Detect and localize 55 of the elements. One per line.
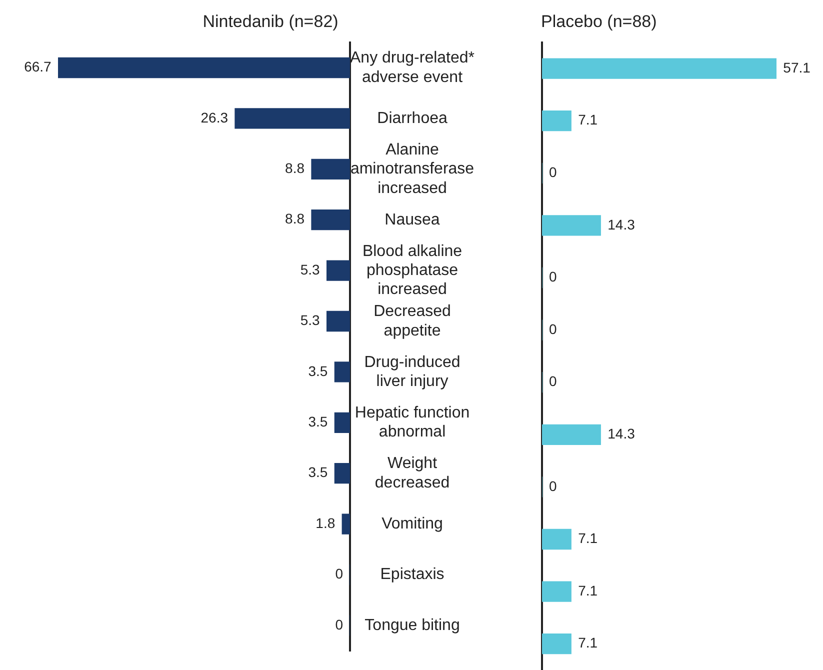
data-label: 7.1 — [578, 112, 598, 128]
chart-title: Placebo (n=88) — [541, 12, 657, 31]
y-tick-label: Epistaxis — [380, 566, 444, 584]
bar — [542, 581, 572, 602]
bar — [542, 424, 601, 445]
bar — [342, 514, 350, 534]
y-tick-label: Vomiting — [382, 515, 443, 532]
y-tick-label: Decreased appetite — [374, 303, 451, 340]
bar — [542, 110, 572, 132]
data-label: 14.3 — [608, 216, 636, 232]
bar — [542, 528, 572, 550]
bar — [326, 260, 350, 281]
bar — [326, 310, 350, 332]
data-label: 1.8 — [316, 514, 336, 531]
data-label: 0 — [335, 616, 344, 632]
bar — [311, 158, 350, 180]
data-label: 26.3 — [200, 109, 228, 126]
bar — [334, 412, 350, 433]
data-label: 8.8 — [285, 160, 305, 176]
y-tick-label: Hepatic function abnormal — [354, 404, 470, 441]
y-tick-label: Blood alkaline phosphatase increased — [362, 242, 462, 298]
data-label: 3.5 — [308, 414, 328, 430]
data-label: 7.1 — [578, 582, 598, 598]
data-label: 0 — [549, 320, 557, 337]
bar — [334, 362, 350, 382]
data-label: 3.5 — [308, 362, 328, 379]
data-label: 5.3 — [300, 312, 320, 328]
bar — [542, 58, 776, 79]
data-label: 0 — [335, 566, 344, 582]
data-label: 8.8 — [285, 210, 305, 227]
y-tick-label: Drug-induced liver injury — [364, 354, 460, 390]
y-tick-label: Diarrhoea — [377, 110, 448, 127]
data-label: 57.1 — [783, 59, 811, 76]
y-tick-label: Any drug-related* adverse event — [350, 50, 475, 86]
data-label: 7.1 — [578, 634, 598, 651]
data-label: 0 — [549, 478, 557, 494]
chart-title: Nintedanib (n=82) — [202, 12, 338, 31]
y-tick-label: Weight decreased — [374, 455, 450, 492]
bar — [234, 108, 350, 129]
data-label: 5.3 — [300, 261, 320, 278]
y-tick-label: Tongue biting — [364, 616, 460, 634]
data-label: 14.3 — [608, 426, 636, 442]
bar — [542, 634, 572, 654]
bar — [334, 463, 350, 484]
data-label: 3.5 — [308, 464, 328, 480]
data-label: 0 — [549, 373, 557, 390]
data-label: 0 — [549, 164, 557, 180]
bar — [542, 215, 601, 236]
bar — [311, 210, 350, 230]
y-tick-label: Alanine aminotransferase increased — [350, 141, 474, 197]
data-label: 66.7 — [24, 58, 52, 75]
bar — [58, 57, 350, 78]
y-tick-label: Nausea — [384, 211, 440, 228]
data-label: 7.1 — [578, 530, 598, 546]
data-label: 0 — [549, 268, 557, 285]
